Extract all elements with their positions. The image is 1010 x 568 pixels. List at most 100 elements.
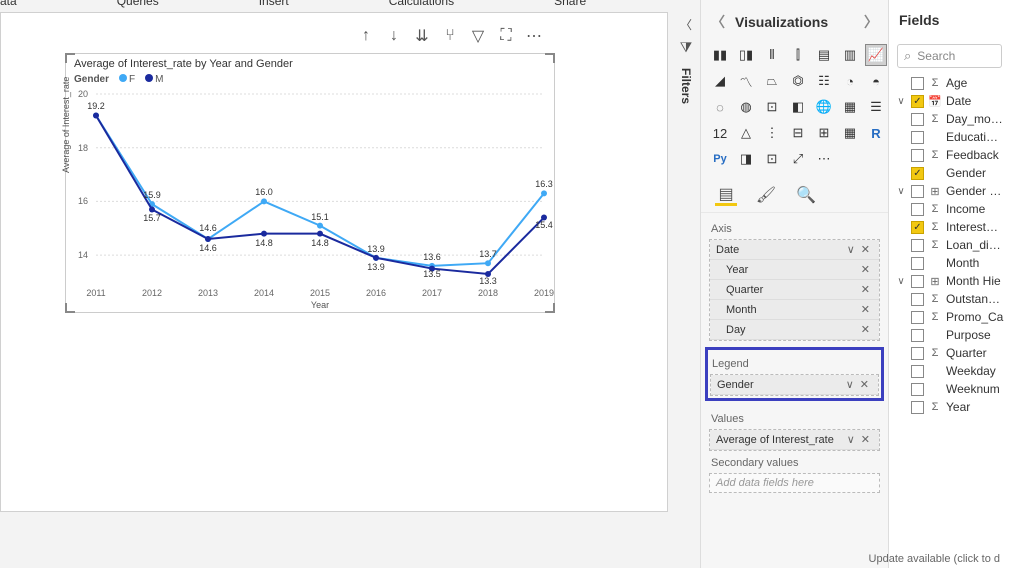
axis-well[interactable]: Date∨✕ Year✕ Quarter✕ Month✕ Day✕ <box>709 239 880 341</box>
format-tab-icon[interactable]: 🖌 <box>755 184 777 206</box>
analytics-tab-icon[interactable]: 🔍 <box>795 184 817 206</box>
viz-type-icon[interactable]: ▯▮ <box>735 44 757 66</box>
field-row[interactable]: ΣAge <box>893 74 1006 92</box>
field-row[interactable]: ΣPromo_Ca <box>893 308 1006 326</box>
viz-type-icon[interactable]: ☰ <box>865 96 887 118</box>
viz-type-icon[interactable]: △ <box>735 122 757 144</box>
viz-type-icon[interactable]: ◨ <box>735 148 757 170</box>
viz-type-icon[interactable]: Py <box>709 148 731 170</box>
more-options-icon[interactable]: ⋯ <box>525 27 543 45</box>
viz-type-icon[interactable]: ▤ <box>813 44 835 66</box>
checkbox[interactable] <box>911 365 924 378</box>
well-item[interactable]: Date∨✕ <box>710 240 879 260</box>
status-bar[interactable]: Update available (click to d <box>863 550 1006 568</box>
checkbox[interactable] <box>911 203 924 216</box>
checkbox[interactable] <box>911 311 924 324</box>
field-row[interactable]: ✓Gender <box>893 164 1006 182</box>
expand-viz-icon[interactable]: 〉 <box>864 12 878 32</box>
checkbox[interactable] <box>911 293 924 306</box>
viz-type-icon[interactable]: ◧ <box>787 96 809 118</box>
expand-all-icon[interactable]: ⇊ <box>413 27 431 45</box>
resize-handle[interactable] <box>65 303 75 313</box>
chevron-down-icon[interactable]: ∨ <box>844 243 858 256</box>
remove-icon[interactable]: ✕ <box>858 303 873 316</box>
viz-type-icon[interactable]: ▥ <box>839 44 861 66</box>
field-row[interactable]: ΣQuarter <box>893 344 1006 362</box>
viz-type-icon[interactable]: ☷ <box>813 70 835 92</box>
ribbon-tab[interactable]: Calculations <box>339 0 504 10</box>
drill-up-icon[interactable]: ↑ <box>357 27 375 45</box>
well-item[interactable]: Average of Interest_rate∨✕ <box>710 430 879 450</box>
checkbox[interactable] <box>911 347 924 360</box>
viz-type-icon[interactable]: ◢ <box>709 70 731 92</box>
remove-icon[interactable]: ✕ <box>857 378 872 391</box>
viz-type-icon[interactable]: ⏢ <box>761 70 783 92</box>
well-item[interactable]: Year✕ <box>710 260 879 280</box>
remove-icon[interactable]: ✕ <box>858 283 873 296</box>
filters-pane-collapsed[interactable]: 〈 ⧩ Filters <box>674 16 698 104</box>
chevron-down-icon[interactable]: ∨ <box>843 378 857 391</box>
remove-icon[interactable]: ✕ <box>858 433 873 446</box>
viz-type-icon[interactable]: ◍ <box>735 96 757 118</box>
legend-item[interactable]: M <box>145 74 163 85</box>
values-well[interactable]: Average of Interest_rate∨✕ <box>709 429 880 451</box>
viz-type-icon[interactable]: ▦ <box>839 122 861 144</box>
field-row[interactable]: ✓ΣInterest_rat <box>893 218 1006 236</box>
secondary-well[interactable]: Add data fields here <box>709 473 880 493</box>
viz-type-icon[interactable]: ◔ <box>839 70 861 92</box>
viz-type-icon[interactable]: ⋮ <box>761 122 783 144</box>
viz-type-icon[interactable]: ⫴ <box>761 44 783 66</box>
field-row[interactable]: ΣFeedback <box>893 146 1006 164</box>
focus-mode-icon[interactable]: ⛶ <box>497 27 515 45</box>
field-row[interactable]: ΣDay_month <box>893 110 1006 128</box>
viz-type-icon[interactable]: 🌐 <box>813 96 835 118</box>
report-canvas[interactable]: ↑ ↓ ⇊ ⑂ ▽ ⛶ ⋯ Average of Interest_rate b… <box>0 12 668 512</box>
checkbox[interactable] <box>911 239 924 252</box>
well-item[interactable]: Day✕ <box>710 320 879 340</box>
checkbox[interactable] <box>911 149 924 162</box>
field-row[interactable]: ΣYear <box>893 398 1006 416</box>
checkbox[interactable] <box>911 401 924 414</box>
viz-type-icon[interactable]: 12 <box>709 122 731 144</box>
hierarchy-icon[interactable]: ⑂ <box>441 27 459 45</box>
checkbox[interactable]: ✓ <box>911 221 924 234</box>
viz-type-icon[interactable]: 〽 <box>735 70 757 92</box>
chevron-down-icon[interactable]: ∨ <box>844 433 858 446</box>
checkbox[interactable]: ✓ <box>911 95 924 108</box>
line-chart-visual[interactable]: Average of Interest_rate by Year and Gen… <box>65 53 555 313</box>
checkbox[interactable] <box>911 275 924 288</box>
filter-icon[interactable]: ▽ <box>469 27 487 45</box>
viz-type-icon[interactable]: ⤢ <box>787 148 809 170</box>
well-item[interactable]: Quarter✕ <box>710 280 879 300</box>
fields-search[interactable]: ⌕ Search <box>897 44 1002 68</box>
viz-type-icon[interactable]: ⊞ <box>813 122 835 144</box>
viz-type-icon[interactable]: ⊡ <box>761 96 783 118</box>
resize-handle[interactable] <box>545 303 555 313</box>
viz-type-icon[interactable]: ⊟ <box>787 122 809 144</box>
checkbox[interactable] <box>911 185 924 198</box>
viz-type-icon[interactable]: ▮▮ <box>709 44 731 66</box>
viz-type-icon[interactable]: ◓ <box>865 70 887 92</box>
well-item[interactable]: Gender∨✕ <box>711 375 878 395</box>
viz-type-icon[interactable]: ⊡ <box>761 148 783 170</box>
checkbox[interactable]: ✓ <box>911 167 924 180</box>
resize-handle[interactable] <box>65 53 75 63</box>
fields-tab-icon[interactable]: ▤ <box>715 184 737 206</box>
checkbox[interactable] <box>911 77 924 90</box>
viz-type-icon[interactable]: ▦ <box>839 96 861 118</box>
field-row[interactable]: Weekday <box>893 362 1006 380</box>
field-row[interactable]: Weeknum <box>893 380 1006 398</box>
viz-type-icon[interactable]: ⋯ <box>813 148 835 170</box>
field-row[interactable]: Month <box>893 254 1006 272</box>
drill-down-icon[interactable]: ↓ <box>385 27 403 45</box>
well-item[interactable]: Month✕ <box>710 300 879 320</box>
viz-type-icon[interactable]: 📈 <box>865 44 887 66</box>
field-row[interactable]: Education_ <box>893 128 1006 146</box>
chevron-icon[interactable]: ∨ <box>895 186 907 197</box>
field-row[interactable]: ΣLoan_disbu <box>893 236 1006 254</box>
chevron-icon[interactable]: ∨ <box>895 96 907 107</box>
checkbox[interactable] <box>911 257 924 270</box>
ribbon-tab[interactable]: Insert <box>209 0 339 10</box>
legend-well[interactable]: Gender∨✕ <box>710 374 879 396</box>
field-row[interactable]: ΣIncome <box>893 200 1006 218</box>
